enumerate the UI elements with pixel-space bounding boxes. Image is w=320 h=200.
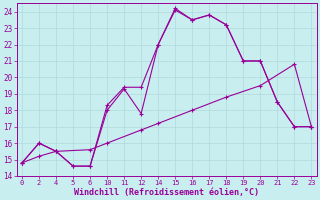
X-axis label: Windchill (Refroidissement éolien,°C): Windchill (Refroidissement éolien,°C) [74, 188, 259, 197]
